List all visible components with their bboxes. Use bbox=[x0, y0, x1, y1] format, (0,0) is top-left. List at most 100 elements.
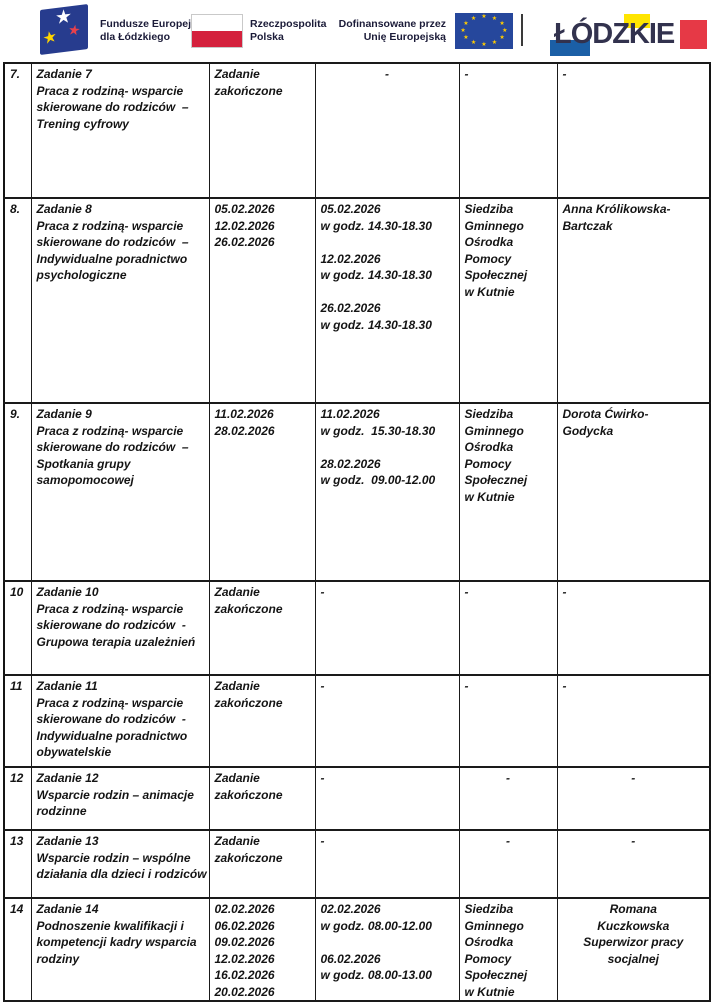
text-line: w godz. 14.30-18.30 bbox=[320, 218, 432, 233]
text-line: 26.02.2026 bbox=[214, 235, 275, 249]
text-line: Praca z rodziną- wsparcie bbox=[36, 601, 184, 616]
star-icon: ★ bbox=[41, 27, 59, 49]
location-cell: Siedziba Gminnego Ośrodka Pomocy Społecznej w… bbox=[458, 197, 558, 404]
text-line bbox=[321, 439, 456, 456]
dates-status-cell: Zadanie zakończone bbox=[208, 766, 316, 831]
task-cell: Zadanie 9 Praca z rodziną- wsparcie skiero… bbox=[30, 402, 210, 582]
star-icon: ★ bbox=[502, 28, 508, 34]
text-line: Ośrodka bbox=[464, 440, 514, 454]
text-line: Spotkania grupy bbox=[36, 456, 131, 471]
star-icon: ★ bbox=[66, 21, 83, 39]
times-cell: - bbox=[314, 766, 460, 831]
text-line: Zadanie 8 bbox=[36, 202, 92, 216]
text-line: 06.02.2026 bbox=[320, 951, 381, 966]
row-number-cell: 13 bbox=[3, 829, 32, 899]
task-cell: Zadanie 8 Praca z rodziną- wsparcie skiero… bbox=[30, 197, 210, 404]
text-line: w godz. 08.00-12.00 bbox=[320, 918, 432, 933]
eu-cofunding-line1: Dofinansowane przez bbox=[338, 18, 446, 30]
times-cell: - bbox=[314, 829, 460, 899]
text-line: Podnoszenie kwalifikacji i bbox=[36, 918, 184, 933]
text-line: w Kutnie bbox=[464, 489, 515, 504]
location-cell: Siedziba Gminnego Ośrodka Pomocy Społecznej w… bbox=[458, 897, 558, 1002]
text-line: 12.02.2026 bbox=[320, 251, 381, 266]
text-line: 06.02.2026 bbox=[214, 918, 275, 933]
text-line: 09.02.2026 bbox=[214, 935, 275, 949]
text-line: - bbox=[320, 585, 325, 599]
text-line: Społecznej bbox=[464, 473, 528, 487]
text-line: - bbox=[631, 771, 636, 785]
text-line: Społecznej bbox=[464, 268, 528, 282]
text-line: Bartczak bbox=[562, 218, 613, 233]
text-line: Pomocy bbox=[464, 251, 512, 266]
text-line: Siedziba bbox=[464, 902, 514, 916]
star-icon: ★ bbox=[491, 40, 498, 47]
text-line: 28.02.2026 bbox=[214, 423, 275, 438]
dates-status-cell: Zadanie zakończone bbox=[208, 674, 316, 768]
times-cell: 11.02.2026 w godz. 15.30-18.30 28.02.2026… bbox=[314, 402, 460, 582]
text-line: 14 bbox=[10, 902, 24, 916]
text-line: 05.02.2026 bbox=[214, 202, 275, 216]
times-cell: - bbox=[314, 62, 460, 199]
text-line: Zadanie bbox=[214, 67, 260, 81]
person-cell: Dorota Ćwirko- Godycka bbox=[556, 402, 711, 582]
text-line: w Kutnie bbox=[464, 984, 515, 999]
text-line: zakończone bbox=[214, 601, 283, 616]
text-line bbox=[321, 234, 456, 251]
text-line: - bbox=[631, 834, 636, 848]
poland-line1: Rzeczpospolita bbox=[250, 18, 327, 30]
text-line: zakończone bbox=[214, 850, 283, 865]
text-line: Siedziba bbox=[464, 407, 514, 421]
text-line: 12 bbox=[10, 771, 24, 785]
lodzkie-yellow-square bbox=[624, 14, 650, 28]
text-line: skierowane do rodziców - bbox=[36, 712, 186, 726]
text-line: skierowane do rodziców – bbox=[36, 100, 189, 114]
text-line bbox=[321, 284, 456, 301]
text-line: Zadanie 14 bbox=[36, 902, 99, 916]
text-line: w godz. 09.00-12.00 bbox=[320, 473, 436, 487]
location-cell: - bbox=[458, 580, 558, 676]
eu-flag-icon: ★ ★ ★ ★ ★ ★ ★ ★ ★ ★ ★ ★ bbox=[455, 13, 513, 49]
person-cell: - bbox=[556, 829, 711, 899]
text-line: obywatelskie bbox=[36, 745, 112, 759]
task-cell: Zadanie 12 Wsparcie rodzin – animacje rodz… bbox=[30, 766, 210, 831]
eu-cofunding-line2: Unię Europejską bbox=[363, 31, 446, 43]
text-line: w Kutnie bbox=[464, 284, 515, 299]
table-row: 11 Zadanie 11 Praca z rodziną- wsparcie ski… bbox=[3, 674, 711, 768]
text-line: - bbox=[320, 834, 325, 848]
text-line: Praca z rodziną- wsparcie bbox=[36, 695, 184, 710]
text-line: 26.02.2026 bbox=[320, 301, 381, 315]
text-line: Trening cyfrowy bbox=[36, 116, 129, 131]
eu-funds-line1: Fundusze Europejskie bbox=[100, 18, 212, 30]
text-line: Zadanie 7 bbox=[36, 67, 92, 81]
text-line: 02.02.2026 bbox=[214, 902, 275, 916]
eu-funds-line2: dla Łódzkiego bbox=[100, 31, 171, 43]
row-number-cell: 7. bbox=[3, 62, 32, 199]
text-line: 10 bbox=[10, 585, 24, 599]
star-icon: ★ bbox=[470, 15, 477, 22]
person-cell: Anna Królikowska- Bartczak bbox=[556, 197, 711, 404]
location-cell: - bbox=[458, 766, 558, 831]
text-line: Gminnego bbox=[464, 918, 524, 933]
lodzkie-red-square bbox=[680, 20, 707, 49]
text-line: skierowane do rodziców – bbox=[36, 440, 189, 454]
eu-cofunding-label: Dofinansowane przez Unię Europejską bbox=[328, 18, 446, 44]
text-line: Anna Królikowska- bbox=[562, 202, 671, 216]
star-icon: ★ bbox=[491, 15, 498, 22]
text-line: 11 bbox=[10, 679, 23, 693]
text-line: Zadanie 11 bbox=[36, 679, 98, 693]
row-number-cell: 14 bbox=[3, 897, 32, 1002]
text-line: Praca z rodziną- wsparcie bbox=[36, 423, 184, 438]
row-number-cell: 9. bbox=[3, 402, 32, 582]
text-line: 28.02.2026 bbox=[320, 456, 381, 471]
text-line: 8. bbox=[10, 202, 21, 216]
text-line: Dorota Ćwirko- bbox=[562, 407, 649, 421]
times-cell: 02.02.2026 w godz. 08.00-12.00 06.02.2026… bbox=[314, 897, 460, 1002]
person-cell: - bbox=[556, 580, 711, 676]
lodzkie-wordmark: ŁÓDZKIE bbox=[554, 18, 675, 50]
text-line: zakończone bbox=[214, 787, 283, 802]
text-line: Romana bbox=[609, 902, 657, 916]
text-line: Godycka bbox=[562, 423, 614, 438]
dates-status-cell: Zadanie zakończone bbox=[208, 62, 316, 199]
person-cell: - bbox=[556, 674, 711, 768]
location-cell: Siedziba Gminnego Ośrodka Pomocy Społecznej w… bbox=[458, 402, 558, 582]
